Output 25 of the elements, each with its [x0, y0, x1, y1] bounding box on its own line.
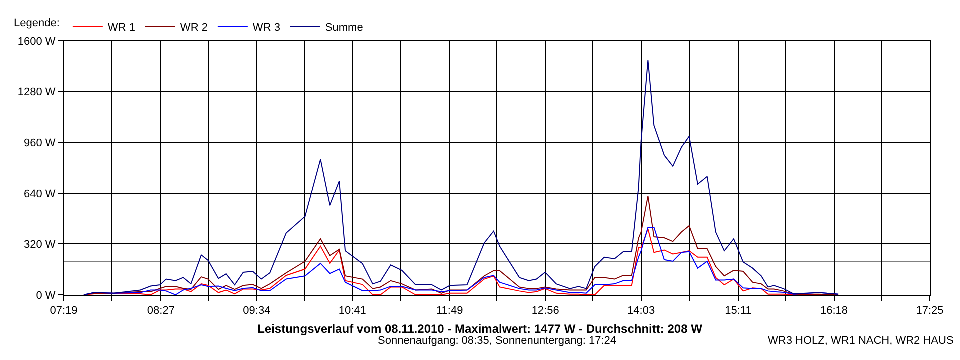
legend-label: WR 2 [180, 22, 208, 34]
x-tick-label: 12:56 [532, 305, 560, 318]
x-tick-label: 16:18 [820, 305, 848, 318]
legend-label: WR 3 [252, 22, 280, 34]
line-series [84, 60, 840, 295]
x-tick-label: 11:49 [436, 305, 464, 318]
legend-label: Summe [325, 22, 364, 34]
y-tick-label: 640 W [24, 188, 56, 200]
y-tick-label: 320 W [24, 239, 56, 252]
legend-title: Legende: [14, 17, 60, 30]
x-tick-label: 08:27 [147, 305, 175, 318]
legend-label: WR 1 [108, 22, 136, 34]
x-tick-label: 10:41 [338, 305, 366, 318]
y-tick-label: 1280 W [18, 86, 56, 99]
text: Leistungsverlauf vom 08.11.2010 - Maximalwert: 1477 W - Durchschnitt: 208 W [258, 322, 704, 336]
x-tick-label: 17:25 [916, 305, 944, 318]
x-tick-label: 15:11 [725, 305, 752, 318]
text: Sonnenaufgang: 08:35, Sonnenuntergang: 17:24 [378, 335, 617, 347]
y-tick-label: 1600 W [18, 36, 56, 48]
text: WR3 HOLZ, WR1 NACH, WR2 HAUS [768, 335, 954, 347]
y-tick-label: 0 W [36, 290, 56, 302]
x-tick-label: 07:19 [50, 305, 78, 318]
x-tick-label: 14:03 [628, 305, 656, 318]
x-tick-label: 09:34 [243, 305, 271, 318]
y-tick-label: 960 W [24, 137, 56, 150]
